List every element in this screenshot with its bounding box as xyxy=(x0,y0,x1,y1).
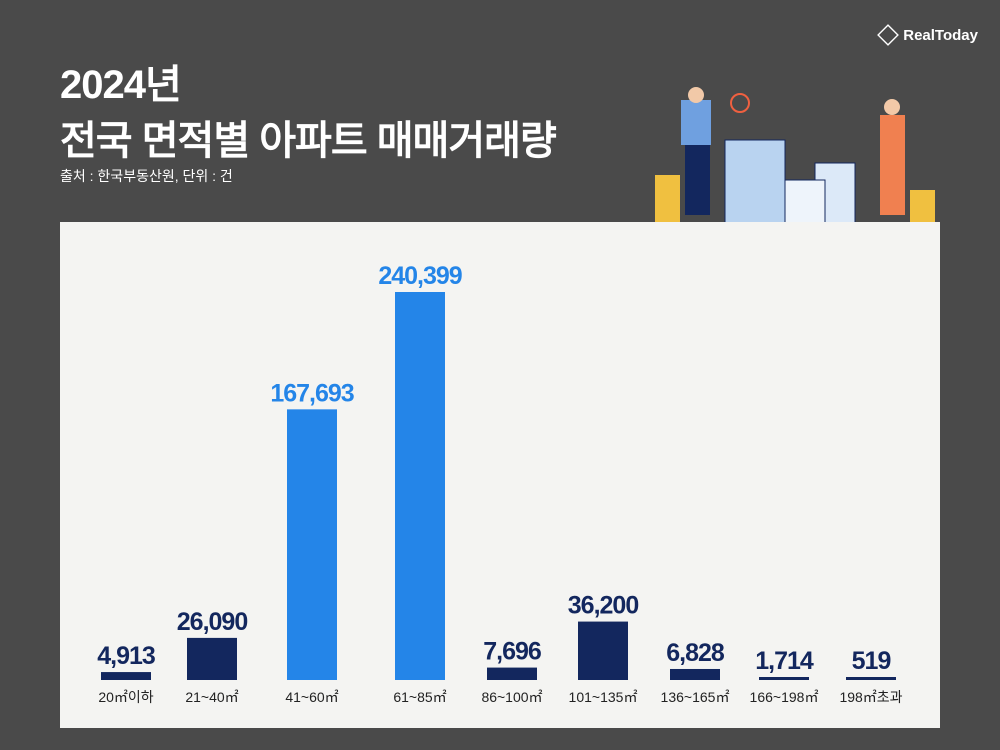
category-label: 86~100㎡ xyxy=(481,689,542,705)
year-title: 2024년 xyxy=(60,63,182,107)
bar xyxy=(395,292,445,680)
bar xyxy=(846,677,896,680)
bar-chart: 4,913 20㎡이하 26,090 21~40㎡ 167,693 41~60㎡ 240,3… xyxy=(97,262,902,705)
value-label: 4,913 xyxy=(97,642,155,670)
bar xyxy=(487,667,537,680)
category-label: 61~85㎡ xyxy=(393,689,446,705)
value-label: 1,714 xyxy=(755,647,814,675)
page-title: 전국 면적별 아파트 매매거래량 xyxy=(60,119,557,163)
category-label: 41~60㎡ xyxy=(285,689,338,705)
real-estate-illustration xyxy=(655,87,935,225)
bar xyxy=(670,668,720,680)
value-label: 26,090 xyxy=(177,608,248,636)
category-label: 136~165㎡ xyxy=(661,689,730,705)
value-label: 6,828 xyxy=(666,639,725,667)
bar xyxy=(287,409,337,680)
bar xyxy=(759,677,809,680)
category-label: 20㎡이하 xyxy=(98,689,153,705)
brand-logo: RealToday xyxy=(877,24,978,46)
category-label: 198㎡초과 xyxy=(839,689,902,705)
value-label: 519 xyxy=(852,647,891,675)
category-label: 21~40㎡ xyxy=(185,689,238,705)
bar xyxy=(187,637,237,680)
chart-panel: 4,913 20㎡이하 26,090 21~40㎡ 167,693 41~60㎡ 240,3… xyxy=(60,222,940,728)
source-note: 출처 : 한국부동산원, 단위 : 건 xyxy=(60,168,233,184)
bar xyxy=(101,672,151,680)
bar xyxy=(578,621,628,680)
value-label: 240,399 xyxy=(378,262,461,290)
value-label: 167,693 xyxy=(270,379,353,407)
value-label: 7,696 xyxy=(483,638,541,666)
category-label: 101~135㎡ xyxy=(569,689,638,705)
category-label: 166~198㎡ xyxy=(750,689,819,705)
logo-icon xyxy=(877,24,900,46)
value-label: 36,200 xyxy=(568,592,639,620)
